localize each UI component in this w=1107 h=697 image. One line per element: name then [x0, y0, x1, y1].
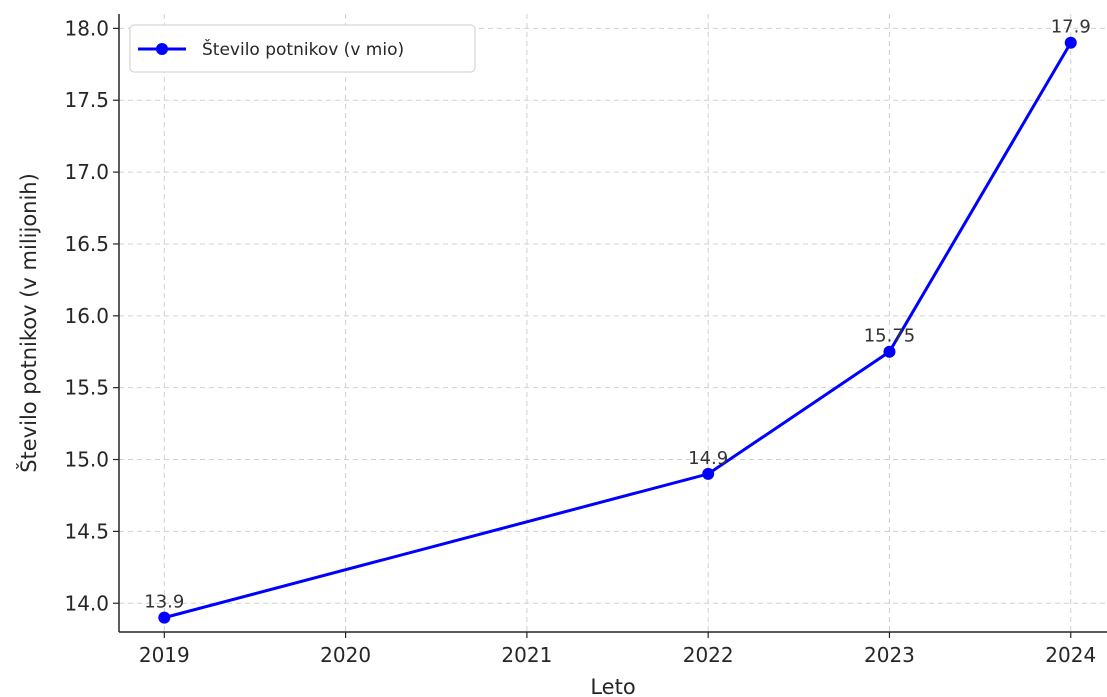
- x-tick-label: 2019: [139, 643, 190, 667]
- y-tick-label: 14.5: [64, 519, 109, 543]
- ticks: 14.0 14.5 15.0 15.5 16.0 16.5 17.0 17.5 18.0 2019…: [64, 16, 1096, 667]
- x-tick-label: 2022: [683, 643, 734, 667]
- x-tick-label: 2021: [501, 643, 552, 667]
- legend-marker-swatch: [156, 43, 168, 55]
- data-label: 14.9: [688, 448, 728, 469]
- x-tick-label: 2024: [1045, 643, 1096, 667]
- x-tick-label: 2023: [864, 643, 915, 667]
- data-label: 13.9: [144, 592, 184, 613]
- legend-label: Število potnikov (v mio): [202, 38, 404, 60]
- data-point: [883, 345, 896, 358]
- data-point: [158, 611, 171, 624]
- data-point: [1064, 36, 1077, 49]
- y-tick-label: 18.0: [64, 16, 109, 40]
- y-tick-label: 16.5: [64, 232, 109, 256]
- axes: [118, 14, 1107, 633]
- series: [158, 36, 1077, 624]
- legend: Število potnikov (v mio): [129, 24, 476, 73]
- data-labels: 13.9 14.9 15.75 17.9: [144, 17, 1091, 613]
- y-tick-label: 17.5: [64, 88, 109, 112]
- y-tick-label: 15.0: [64, 448, 109, 472]
- series-line: [163, 41, 1073, 620]
- data-point: [702, 467, 715, 480]
- data-label: 15.75: [864, 326, 916, 347]
- data-label: 17.9: [1051, 17, 1091, 38]
- y-tick-label: 16.0: [64, 304, 109, 328]
- y-tick-label: 15.5: [64, 376, 109, 400]
- y-tick-label: 14.0: [64, 591, 109, 615]
- legend-box: [129, 24, 476, 73]
- x-axis-title: Leto: [590, 675, 635, 697]
- y-tick-label: 17.0: [64, 160, 109, 184]
- y-axis-title: Število potnikov (v milijonih): [16, 173, 41, 473]
- grid: [119, 14, 1107, 632]
- x-tick-label: 2020: [320, 643, 371, 667]
